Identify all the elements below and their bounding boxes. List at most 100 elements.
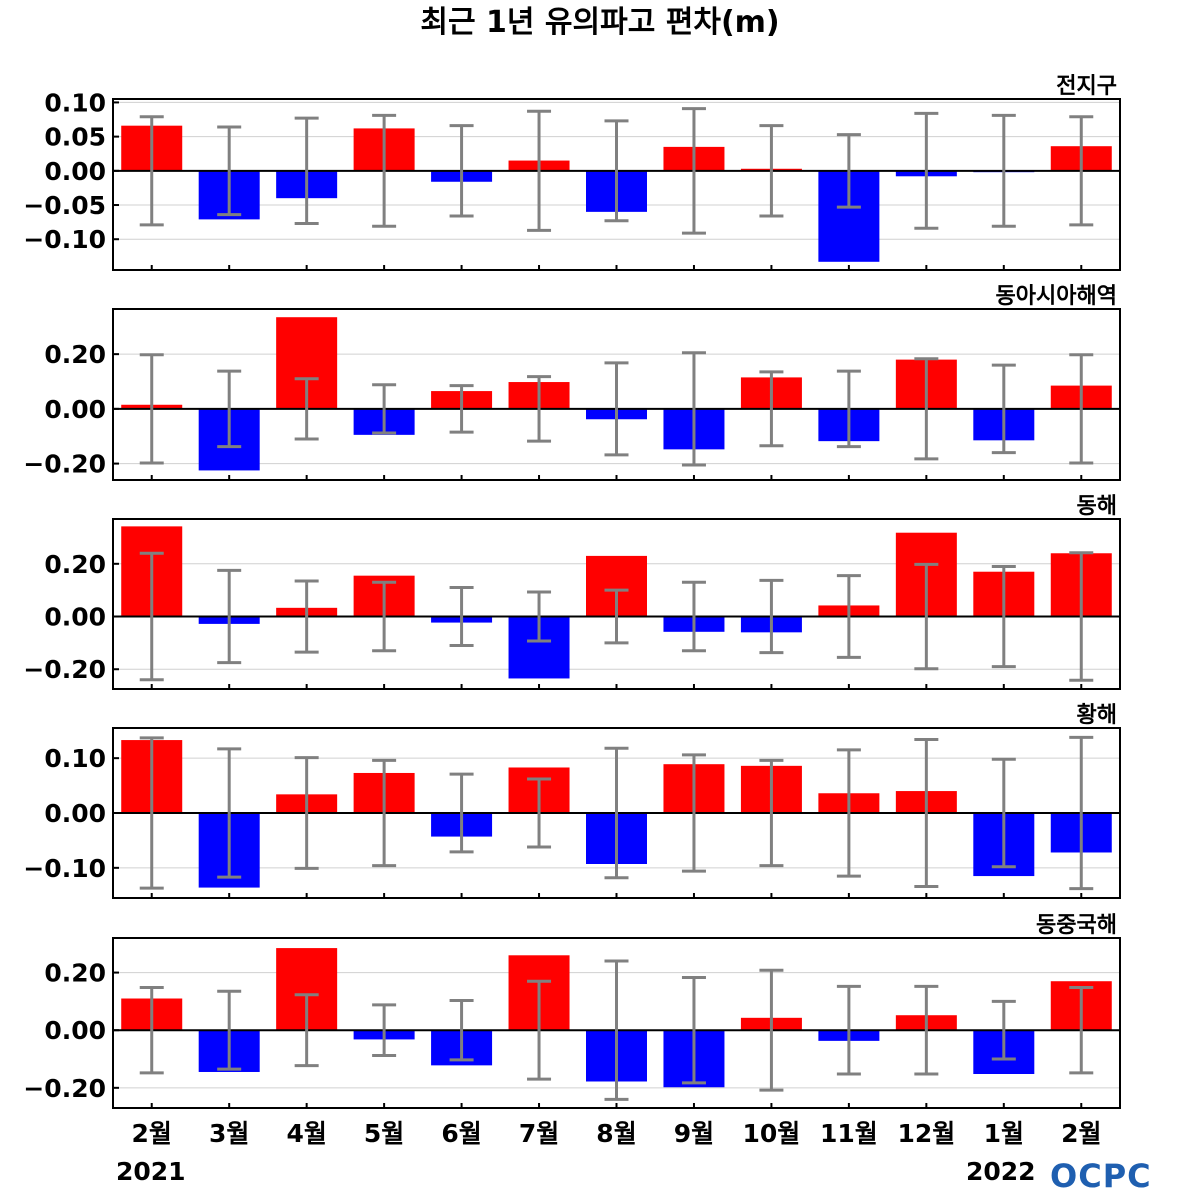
error-bar [372, 758, 397, 868]
error-bar [604, 959, 629, 1101]
error-bar [139, 115, 164, 227]
error-bar [449, 384, 474, 434]
x-month-label: 3월 [209, 1119, 249, 1148]
panels-group: 0.10 0.05 0.00 −0.05 −0.10 전지구 0.20 0.00 −0.20 동아… [23, 74, 1121, 1109]
x-month-label: 2월 [1061, 1119, 1101, 1148]
error-bar [527, 979, 552, 1081]
error-bar [1069, 115, 1094, 227]
y-tick-label: 0.20 [44, 340, 106, 369]
error-bar [914, 357, 939, 461]
x-month-label: 1월 [984, 1119, 1024, 1148]
panel-3: 0.20 0.00 −0.20 동해 [23, 494, 1121, 690]
x-month-label: 10월 [743, 1119, 801, 1148]
error-bar [836, 748, 861, 878]
panel-4: 0.10 0.00 −0.10 황해 [23, 703, 1121, 899]
error-bar [681, 107, 706, 235]
y-tick-label: 0.00 [44, 395, 106, 424]
error-bar [681, 975, 706, 1085]
error-bar [217, 568, 242, 665]
y-tick-label: 0.00 [44, 603, 106, 632]
error-bar [759, 124, 784, 218]
error-bar [217, 989, 242, 1071]
panel-2: 0.20 0.00 −0.20 동아시아해역 [23, 284, 1121, 481]
error-bar [217, 125, 242, 217]
y-tick-label: −0.20 [23, 655, 106, 684]
panel-region-label: 동중국해 [1036, 913, 1117, 938]
panel-1: 0.10 0.05 0.00 −0.05 −0.10 전지구 [23, 74, 1121, 271]
y-tick-label: −0.10 [23, 225, 106, 254]
x-month-label: 11월 [820, 1119, 878, 1148]
panel-region-label: 전지구 [1056, 74, 1117, 99]
panel-5: 0.20 0.00 −0.20 동중국해 [23, 913, 1121, 1109]
error-bar [759, 578, 784, 655]
error-bar [991, 999, 1016, 1061]
error-bar [449, 124, 474, 218]
error-bar [449, 586, 474, 648]
error-bar [372, 113, 397, 228]
error-bar [372, 383, 397, 435]
error-bar [991, 113, 1016, 228]
error-bar [604, 746, 629, 880]
y-tick-label: 0.00 [44, 1016, 106, 1045]
error-bar [836, 984, 861, 1076]
error-bar [1069, 353, 1094, 465]
error-bar [604, 119, 629, 223]
panel-region-label: 동해 [1077, 494, 1117, 519]
error-bar [294, 993, 319, 1068]
error-bar [836, 369, 861, 449]
error-bar [759, 370, 784, 448]
y-tick-label: −0.05 [23, 191, 106, 220]
x-axis-labels: 2월 3월 4월 5월 6월 7월 8월 9월 10월 11월 12월 1월 2월 2021 2022 [116, 1119, 1101, 1186]
error-bar [139, 736, 164, 890]
error-bar [217, 747, 242, 879]
error-bar [759, 968, 784, 1092]
error-bar [527, 109, 552, 232]
chart-title: 최근 1년 유의파고 편차(m) [420, 5, 779, 40]
error-bar [604, 361, 629, 457]
panel-region-label: 동아시아해역 [996, 284, 1117, 309]
error-bar [449, 772, 474, 854]
x-year-start-label: 2021 [116, 1157, 186, 1186]
x-month-label: 4월 [286, 1119, 326, 1148]
error-bar [681, 753, 706, 873]
y-tick-label: 0.20 [44, 550, 106, 579]
error-bar [914, 562, 939, 671]
y-tick-label: −0.10 [23, 854, 106, 883]
error-bar [604, 588, 629, 645]
error-bar [139, 551, 164, 682]
error-bar [294, 579, 319, 654]
y-tick-label: 0.10 [44, 88, 106, 117]
error-bar [294, 377, 319, 441]
y-tick-label: 0.00 [44, 799, 106, 828]
x-month-label: 2월 [132, 1119, 172, 1148]
y-tick-label: 0.05 [44, 123, 106, 152]
error-bar [1069, 551, 1094, 682]
x-month-label: 9월 [674, 1119, 714, 1148]
error-bar [836, 574, 861, 659]
y-tick-label: −0.20 [23, 450, 106, 479]
error-bar [372, 580, 397, 653]
error-bar [914, 984, 939, 1076]
error-bar [527, 590, 552, 643]
error-bar [1069, 986, 1094, 1075]
x-month-label: 8월 [596, 1119, 636, 1148]
error-bar [991, 757, 1016, 869]
y-tick-label: 0.10 [44, 744, 106, 773]
error-bar [991, 564, 1016, 669]
y-tick-label: −0.20 [23, 1074, 106, 1103]
error-bar [681, 351, 706, 467]
error-bar [914, 738, 939, 888]
x-year-end-label: 2022 [966, 1157, 1036, 1186]
error-bar [449, 999, 474, 1062]
x-month-label: 6월 [441, 1119, 481, 1148]
error-bar [759, 758, 784, 868]
error-bar [527, 777, 552, 849]
error-bar [527, 375, 552, 443]
y-tick-label: 0.20 [44, 959, 106, 988]
ocpc-logo: OCPC [1050, 1157, 1152, 1195]
error-bar [836, 133, 861, 209]
x-month-label: 5월 [364, 1119, 404, 1148]
logo-text: OCPC [1050, 1157, 1152, 1195]
